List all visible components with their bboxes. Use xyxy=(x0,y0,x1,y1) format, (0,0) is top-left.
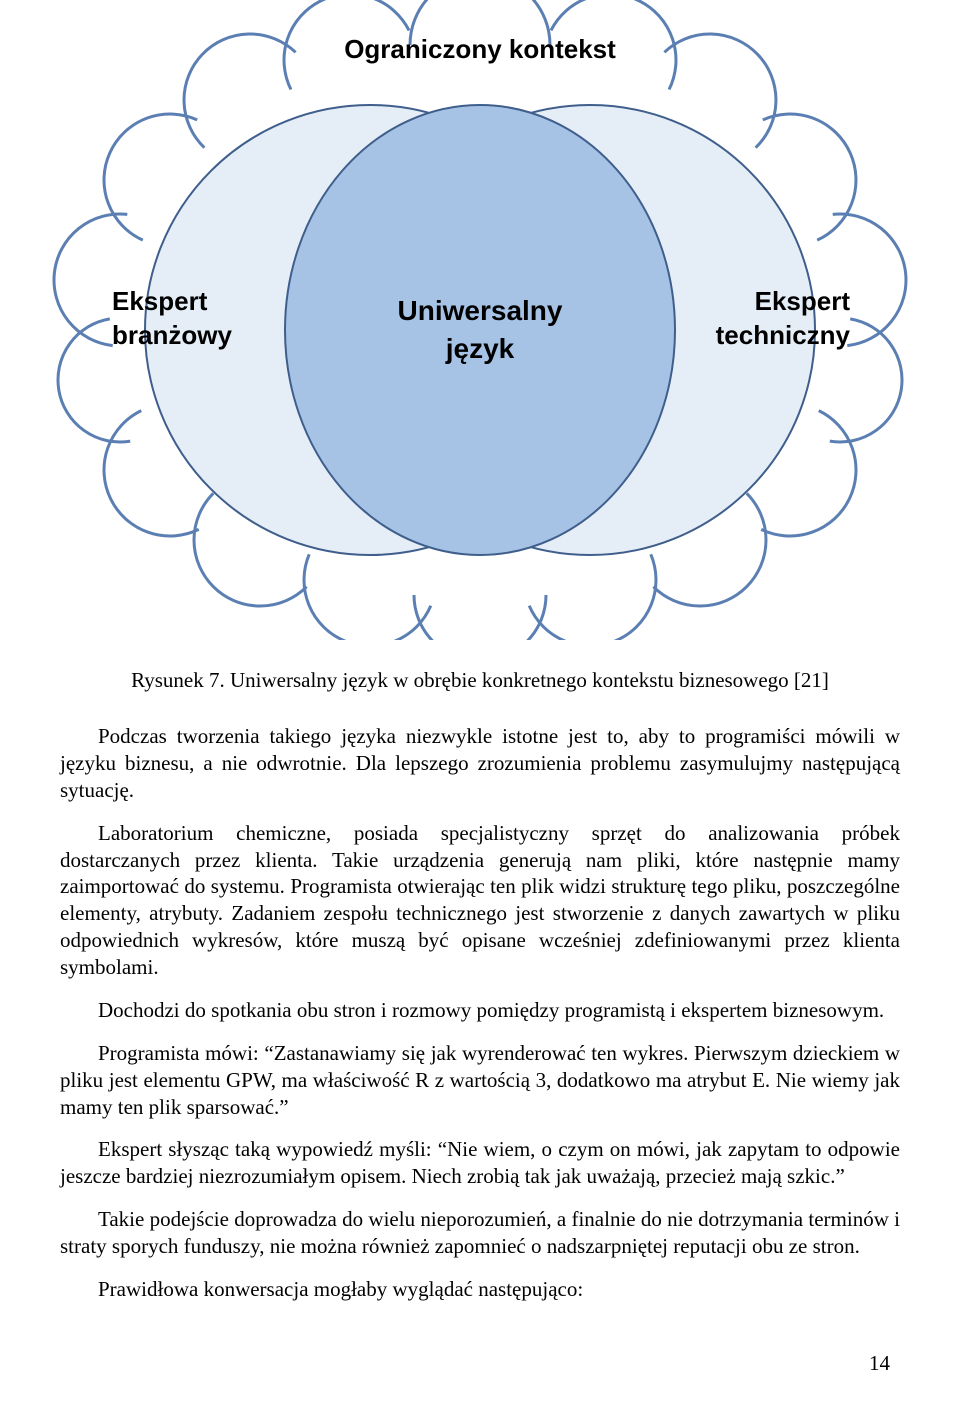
svg-text:Ekspert: Ekspert xyxy=(112,286,208,316)
body-text: Podczas tworzenia takiego języka niezwyk… xyxy=(60,723,900,1303)
svg-text:Uniwersalny: Uniwersalny xyxy=(398,295,563,326)
svg-text:techniczny: techniczny xyxy=(716,320,851,350)
svg-text:Ekspert: Ekspert xyxy=(755,286,851,316)
paragraph: Programista mówi: “Zastanawiamy się jak … xyxy=(60,1040,900,1121)
svg-text:Ograniczony kontekst: Ograniczony kontekst xyxy=(344,34,616,64)
paragraph: Podczas tworzenia takiego języka niezwyk… xyxy=(60,723,900,804)
paragraph: Prawidłowa konwersacja mogłaby wyglądać … xyxy=(60,1276,900,1303)
paragraph: Ekspert słysząc taką wypowiedź myśli: “N… xyxy=(60,1136,900,1190)
venn-diagram: Ograniczony kontekst Uniwersalny język Eksp… xyxy=(0,0,960,650)
svg-text:branżowy: branżowy xyxy=(112,320,232,350)
page-number: 14 xyxy=(869,1351,890,1376)
paragraph: Dochodzi do spotkania obu stron i rozmow… xyxy=(60,997,900,1024)
venn-svg: Ograniczony kontekst Uniwersalny język Eksp… xyxy=(50,0,910,640)
paragraph: Laboratorium chemiczne, posiada specjali… xyxy=(60,820,900,981)
figure-caption: Rysunek 7. Uniwersalny język w obrębie k… xyxy=(60,668,900,693)
svg-text:język: język xyxy=(445,333,515,364)
paragraph: Takie podejście doprowadza do wielu niep… xyxy=(60,1206,900,1260)
